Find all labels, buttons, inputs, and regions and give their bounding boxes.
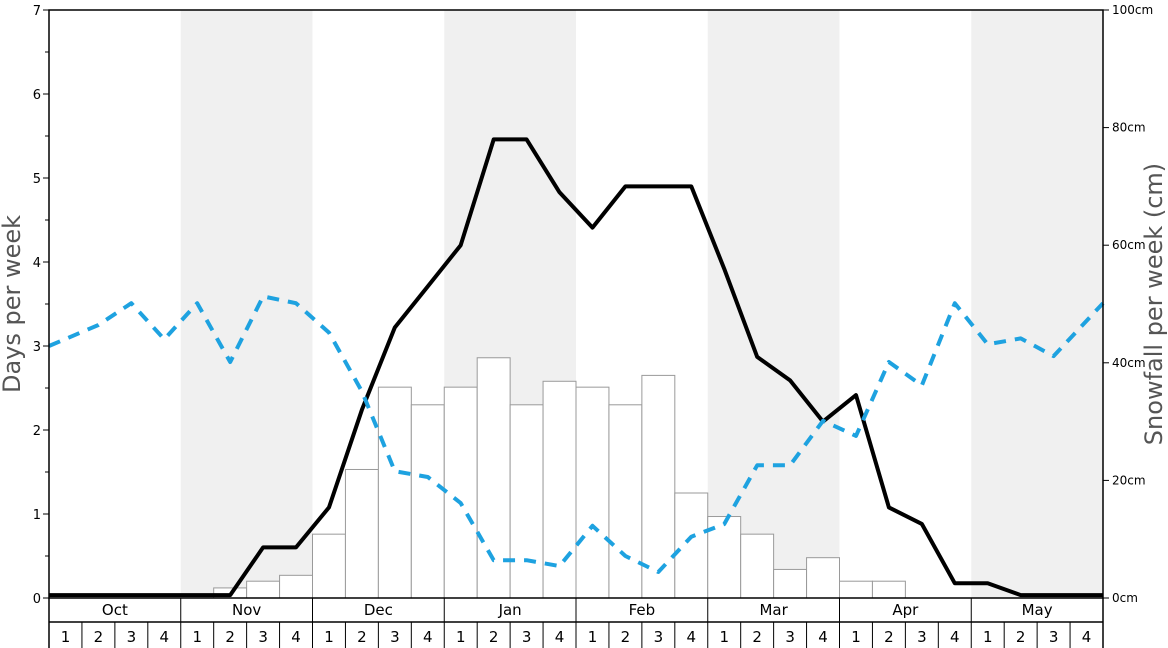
y-axis-title-left: Days per week [0,215,26,393]
bar-week-26 [871,580,906,599]
right-tick-label: 60cm [1112,238,1146,252]
month-band-mar [707,10,840,598]
bar-week-17 [575,386,610,599]
week-label: 2 [489,628,499,646]
y-axis-title-right: Snowfall per week (cm) [1140,163,1168,445]
month-label-dec: Dec [364,601,393,619]
week-label: 3 [390,628,400,646]
week-label: 1 [719,628,729,646]
week-label: 1 [983,628,993,646]
week-label: 1 [61,628,71,646]
month-label-nov: Nov [232,601,261,619]
week-label: 4 [687,628,697,646]
solid-black-line [49,137,1103,598]
week-label: 3 [522,628,532,646]
left-tick-label: 5 [33,172,41,187]
week-label: 3 [258,628,268,646]
right-axis: 0cm 20cm 40cm 60cm 80cm 100cm [1103,3,1153,605]
bar-week-18 [608,404,643,599]
month-label-mar: Mar [759,601,788,619]
bar-week-13 [443,386,478,599]
month-row: Oct Nov Dec Jan Feb Mar Apr May [48,598,1104,648]
week-label: 3 [127,628,137,646]
left-tick-label: 1 [33,508,41,523]
week-label: 2 [357,628,367,646]
left-tick-label: 4 [33,256,41,271]
week-label: 1 [588,628,598,646]
week-label: 3 [785,628,795,646]
week-label: 4 [818,628,828,646]
bar-week-7 [246,580,281,599]
bar-week-24 [806,557,840,599]
bar-week-9 [312,533,346,599]
right-tick-label: 0cm [1112,591,1138,605]
week-label: 2 [225,628,235,646]
bar-week-8 [279,574,313,599]
bar-week-15 [509,404,544,599]
week-label: 2 [884,628,894,646]
right-tick-label: 100cm [1112,3,1153,17]
month-shading-bands [180,10,1103,598]
week-label: 4 [423,628,433,646]
bar-week-25 [839,580,873,599]
week-label: 2 [752,628,762,646]
week-label: 1 [851,628,861,646]
left-tick-label: 0 [33,592,41,607]
week-label: 3 [654,628,664,646]
left-tick-label: 2 [33,424,41,439]
bar-week-23 [773,568,808,599]
week-label: 4 [291,628,301,646]
week-label: 1 [192,628,202,646]
week-label: 3 [1049,628,1059,646]
month-label-oct: Oct [102,601,128,619]
bar-week-10 [344,468,379,599]
bar-week-11 [377,386,412,599]
week-row: 1 2 3 4 1 2 3 4 1 2 3 4 1 2 3 4 1 2 3 4 1 2 3 4 1 2 3 4 1 2 3 4 [61,622,1092,648]
month-label-apr: Apr [892,601,919,619]
week-label: 1 [324,628,334,646]
bar-week-22 [740,533,775,599]
week-label: 4 [950,628,960,646]
left-tick-label: 3 [33,340,41,355]
month-label-may: May [1022,601,1053,619]
bar-week-12 [410,404,445,599]
right-tick-label: 80cm [1112,121,1146,135]
right-tick-label: 40cm [1112,356,1146,370]
left-tick-label: 7 [33,4,41,19]
week-label: 4 [160,628,170,646]
bar-week-19 [641,374,676,599]
left-tick-label: 6 [33,88,41,103]
week-label: 1 [456,628,466,646]
week-label: 2 [94,628,104,646]
left-axis: 0 1 2 3 4 5 6 7 [33,4,49,607]
week-label: 2 [621,628,631,646]
month-label-jan: Jan [498,601,522,619]
bar-week-20 [674,492,709,599]
week-label: 4 [555,628,565,646]
week-label: 4 [1082,628,1092,646]
bar-week-16 [542,380,577,599]
week-label: 2 [1016,628,1026,646]
right-tick-label: 20cm [1112,473,1146,487]
week-label: 3 [917,628,927,646]
series-lines [48,137,1105,598]
month-label-feb: Feb [629,601,656,619]
month-band-may [971,10,1103,598]
weekly-day-bars [213,357,906,599]
